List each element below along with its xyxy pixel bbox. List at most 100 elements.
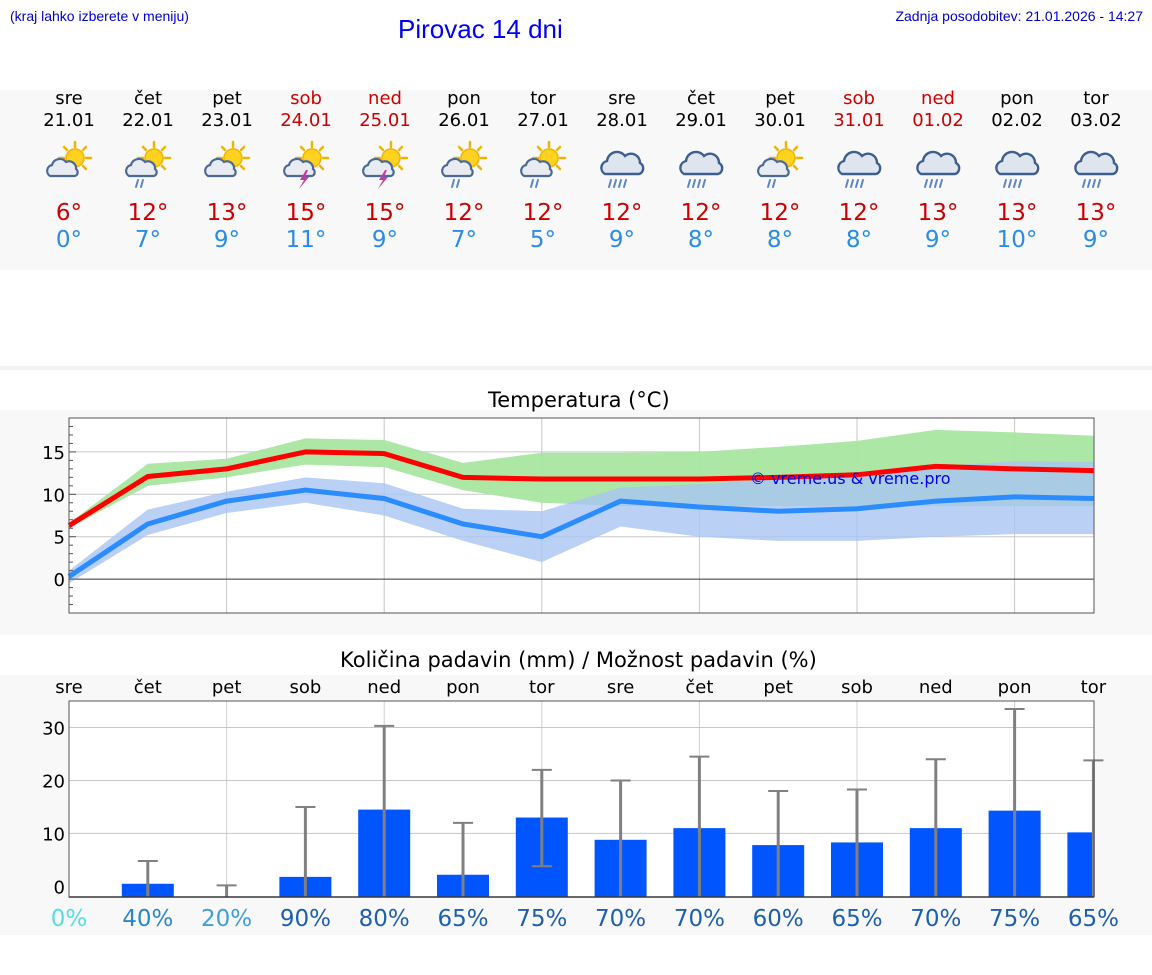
precip-day-label: pon bbox=[446, 677, 480, 698]
precip-ytick-label: 20 bbox=[42, 771, 65, 792]
day-column: sob 31.01 12° 8° bbox=[819, 88, 899, 254]
day-name: tor bbox=[1083, 88, 1109, 109]
day-date: 24.01 bbox=[280, 110, 332, 131]
min-temperature: 11° bbox=[285, 227, 327, 253]
day-name: sob bbox=[843, 88, 875, 109]
max-temperature: 13° bbox=[996, 200, 1038, 226]
day-date: 28.01 bbox=[596, 110, 648, 131]
precip-probability-label: 70% bbox=[910, 906, 961, 932]
precip-day-label: pet bbox=[212, 677, 242, 698]
copyright-watermark: © vreme.us & vreme.pro bbox=[750, 469, 951, 488]
daily-forecast-band bbox=[0, 90, 1152, 270]
day-column: tor 03.02 13° 9° bbox=[1056, 88, 1136, 254]
precip-probability-label: 80% bbox=[359, 906, 410, 932]
day-date: 22.01 bbox=[122, 110, 174, 131]
min-temperature: 9° bbox=[608, 227, 636, 253]
day-name: sob bbox=[290, 88, 322, 109]
min-temperature: 8° bbox=[845, 227, 873, 253]
day-date: 03.02 bbox=[1070, 110, 1122, 131]
day-date: 31.01 bbox=[833, 110, 885, 131]
day-name: ned bbox=[368, 88, 402, 109]
precip-day-label: tor bbox=[1081, 677, 1107, 698]
day-name: tor bbox=[530, 88, 556, 109]
precip-day-label: čet bbox=[134, 677, 162, 698]
day-date: 27.01 bbox=[517, 110, 569, 131]
day-name: pon bbox=[1000, 88, 1034, 109]
day-column: sob 24.01 15° 11° bbox=[266, 88, 346, 254]
day-name: pon bbox=[447, 88, 481, 109]
precip-probability-label: 70% bbox=[674, 906, 725, 932]
temp-ytick-label: 5 bbox=[54, 528, 65, 549]
day-column: pon 26.01 12° 7° bbox=[424, 88, 504, 254]
temperature-frame bbox=[68, 417, 1095, 614]
day-column: čet 29.01 12° 8° bbox=[661, 88, 741, 254]
max-temperature: 12° bbox=[759, 200, 801, 226]
precip-probability-label: 65% bbox=[437, 906, 488, 932]
max-temperature: 12° bbox=[522, 200, 564, 226]
max-temperature: 13° bbox=[206, 200, 248, 226]
precip-probability-label: 70% bbox=[595, 906, 646, 932]
location-menu-hint[interactable]: (kraj lahko izberete v meniju) bbox=[10, 8, 189, 24]
min-temperature: 8° bbox=[766, 227, 794, 253]
max-temperature: 13° bbox=[1075, 200, 1117, 226]
day-date: 25.01 bbox=[359, 110, 411, 131]
precip-probability-label: 40% bbox=[122, 906, 173, 932]
day-column: sre 21.01 6° 0° bbox=[29, 88, 109, 254]
max-temperature: 15° bbox=[364, 200, 406, 226]
max-temperature: 13° bbox=[917, 200, 959, 226]
day-column: ned 01.02 13° 9° bbox=[898, 88, 978, 254]
day-column: ned 25.01 15° 9° bbox=[345, 88, 425, 254]
day-column: pet 30.01 12° 8° bbox=[740, 88, 820, 254]
separator bbox=[0, 366, 1152, 370]
precipitation-frame bbox=[68, 700, 1095, 898]
day-name: sre bbox=[55, 88, 83, 109]
day-date: 29.01 bbox=[675, 110, 727, 131]
precip-bar bbox=[1067, 832, 1094, 897]
temp-ytick-label: 15 bbox=[42, 443, 65, 464]
max-temperature: 12° bbox=[443, 200, 485, 226]
precip-day-label: sre bbox=[607, 677, 634, 698]
day-date: 26.01 bbox=[438, 110, 490, 131]
precip-day-label: ned bbox=[367, 677, 401, 698]
day-date: 01.02 bbox=[912, 110, 964, 131]
precip-probability-label: 75% bbox=[989, 906, 1040, 932]
day-date: 23.01 bbox=[201, 110, 253, 131]
min-temperature: 9° bbox=[213, 227, 241, 253]
last-update: Zadnja posodobitev: 21.01.2026 - 14:27 bbox=[895, 8, 1143, 24]
temp-ytick-label: 0 bbox=[54, 570, 65, 591]
min-temp-line bbox=[67, 487, 1094, 579]
max-temperature: 12° bbox=[838, 200, 880, 226]
precip-day-label: ned bbox=[919, 677, 953, 698]
min-temperature: 10° bbox=[996, 227, 1038, 253]
day-date: 02.02 bbox=[991, 110, 1043, 131]
precip-probability-label: 20% bbox=[201, 906, 252, 932]
day-name: sre bbox=[608, 88, 636, 109]
day-name: čet bbox=[133, 88, 163, 109]
precipitation-chart-title: Količina padavin (mm) / Možnost padavin … bbox=[340, 648, 817, 672]
max-temperature: 12° bbox=[127, 200, 169, 226]
precip-probability-label: 60% bbox=[753, 906, 804, 932]
max-temperature: 12° bbox=[680, 200, 722, 226]
precip-day-label: sre bbox=[55, 677, 82, 698]
max-temperature: 15° bbox=[285, 200, 327, 226]
min-temperature: 9° bbox=[924, 227, 952, 253]
day-column: čet 22.01 12° 7° bbox=[108, 88, 188, 254]
precip-ytick-label: 30 bbox=[42, 718, 65, 739]
temperature-chart-title: Temperatura (°C) bbox=[488, 388, 670, 412]
precip-probability-label: 65% bbox=[831, 906, 882, 932]
precip-ytick-label: 10 bbox=[42, 824, 65, 845]
min-temperature: 7° bbox=[134, 227, 162, 253]
precip-probability-label: 0% bbox=[51, 906, 88, 932]
precip-day-label: čet bbox=[685, 677, 713, 698]
day-column: pon 02.02 13° 10° bbox=[977, 88, 1057, 254]
day-column: pet 23.01 13° 9° bbox=[187, 88, 267, 254]
day-name: čet bbox=[686, 88, 716, 109]
min-temperature: 0° bbox=[55, 227, 83, 253]
max-temp-line bbox=[67, 449, 1094, 528]
day-name: pet bbox=[765, 88, 795, 109]
precip-probability-label: 90% bbox=[280, 906, 331, 932]
max-temperature: 6° bbox=[55, 200, 83, 226]
day-name: pet bbox=[212, 88, 242, 109]
precip-day-label: sob bbox=[841, 677, 873, 698]
